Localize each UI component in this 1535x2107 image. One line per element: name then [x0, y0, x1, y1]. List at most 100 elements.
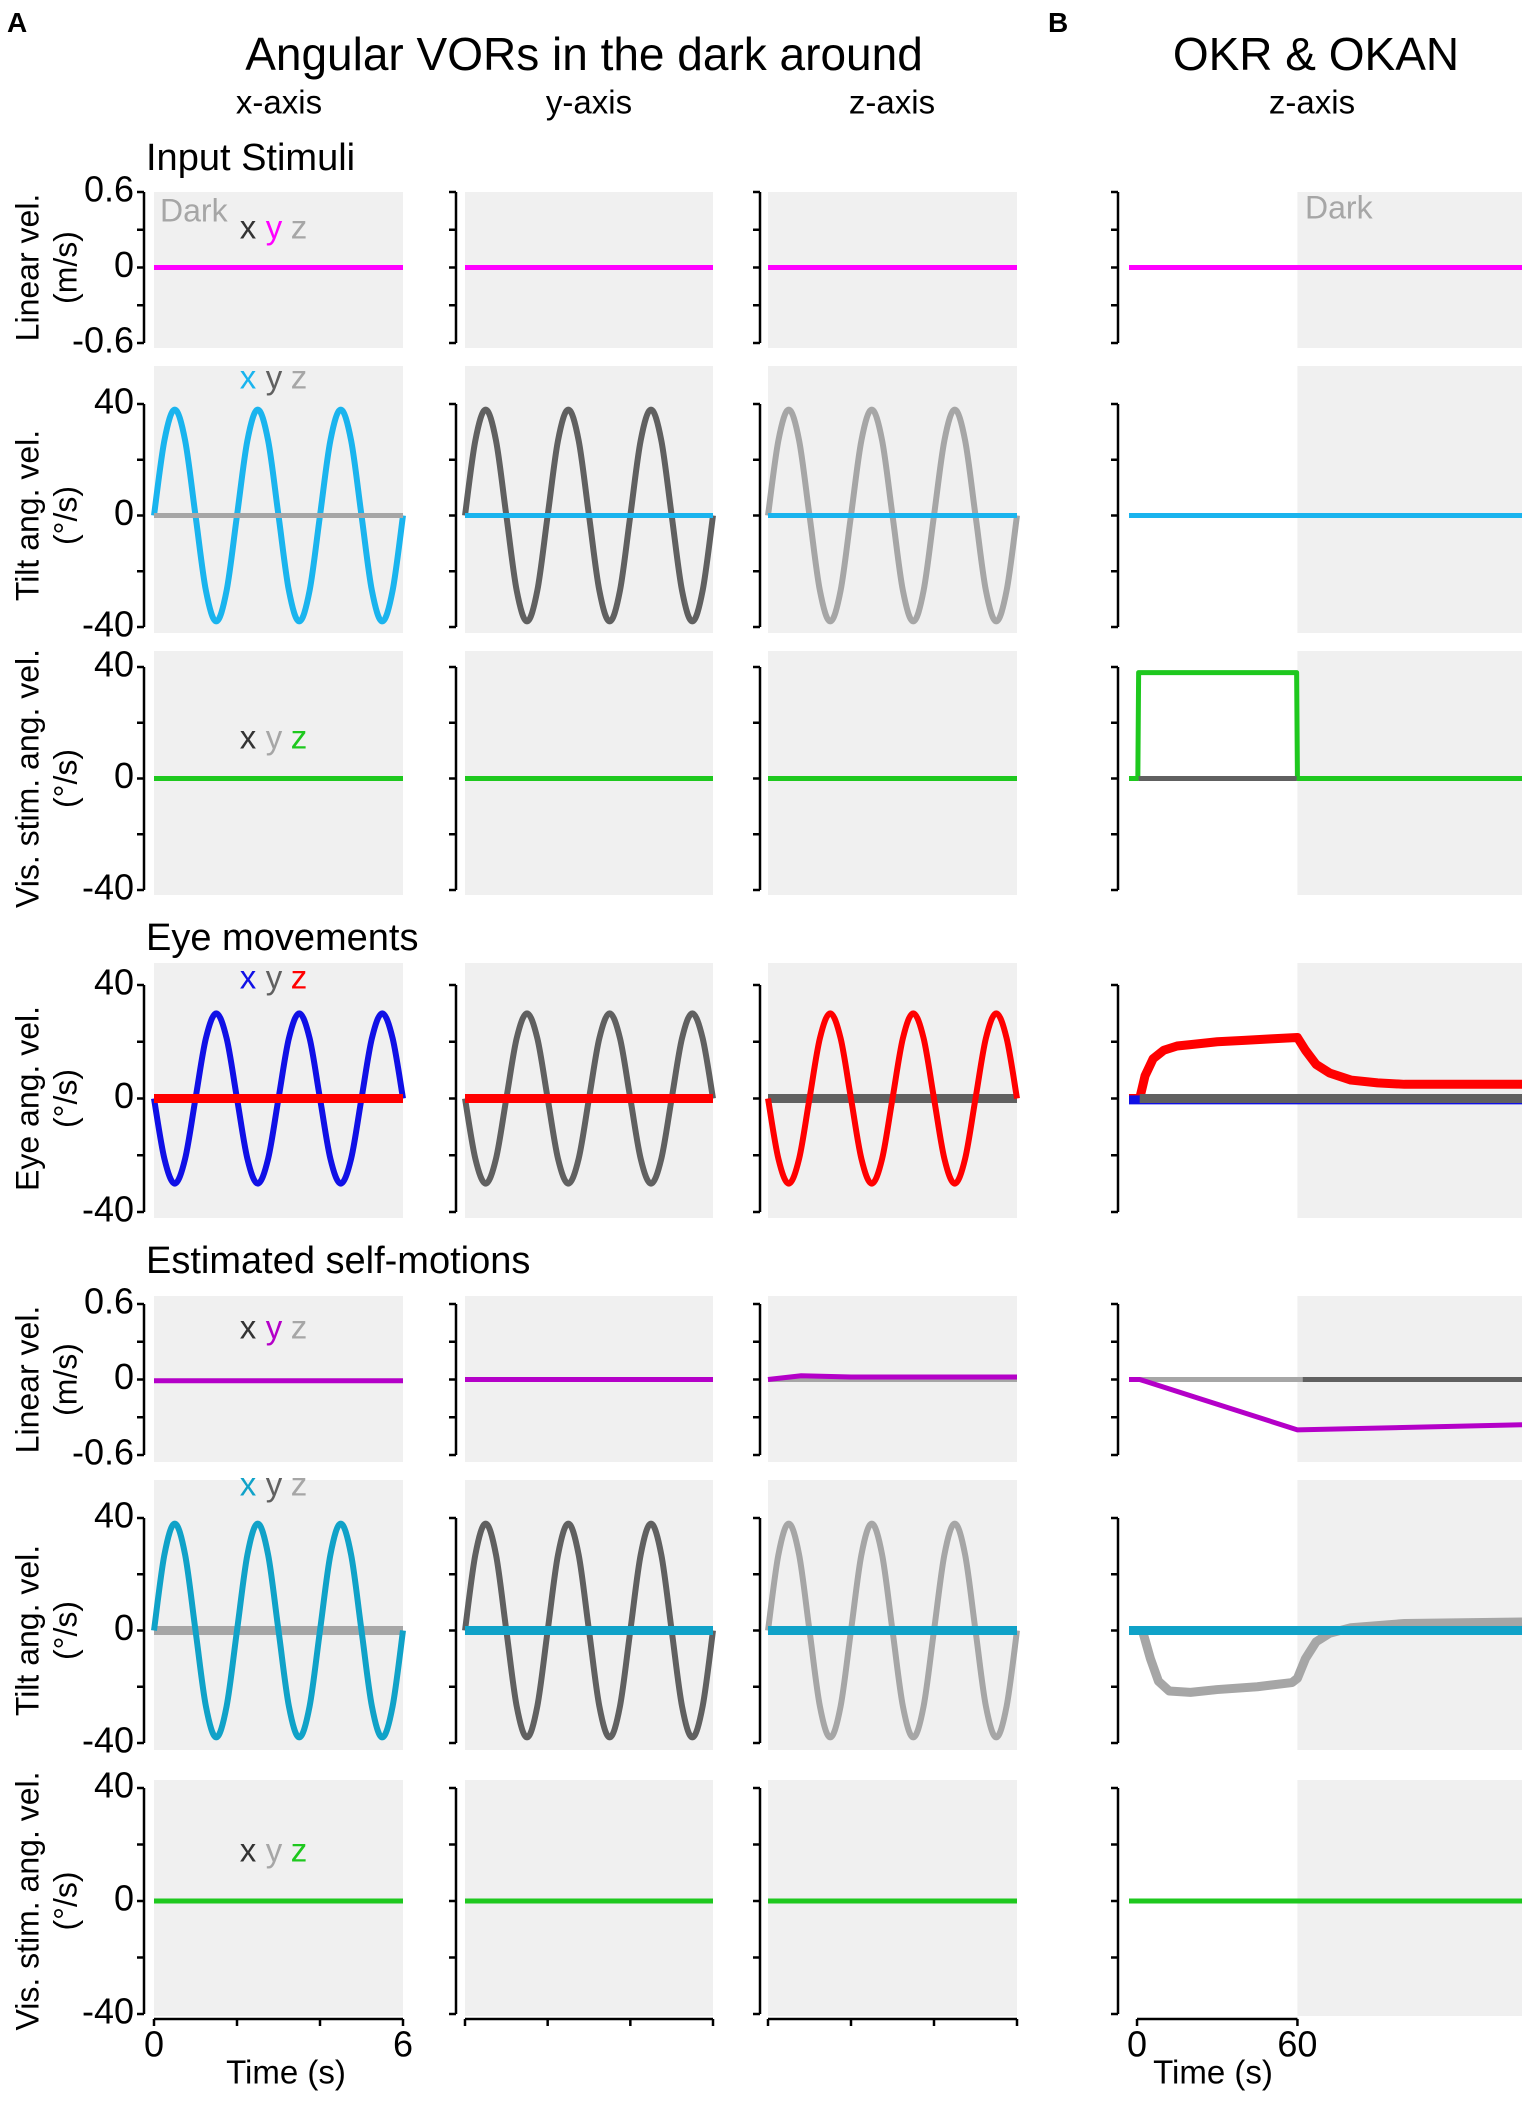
panel-eye-3: [1111, 963, 1522, 1218]
y-axis-label: Linear vel.: [9, 1306, 45, 1454]
series-line-z: [765, 1010, 1020, 1187]
panel-est_tilt-3: [1111, 1480, 1523, 1750]
series-line-x: [151, 1520, 406, 1741]
legend-entry-y: y: [266, 1309, 283, 1346]
panel-est_tilt-0: [137, 1480, 406, 1750]
legend-entry-y: y: [266, 209, 283, 246]
panel-a-title: Angular VORs in the dark around: [245, 28, 923, 80]
y-axis-label: (°/s): [47, 749, 83, 808]
dark-label-a: Dark: [160, 192, 229, 228]
legend-entry-y: y: [266, 719, 283, 756]
series-line-z: [1129, 1032, 1522, 1103]
section-input-stimuli: Input Stimuli: [146, 137, 355, 179]
y-tick-label: 0: [114, 244, 134, 285]
y-axis-label: (m/s): [47, 1343, 83, 1416]
y-tick-label: 0: [114, 492, 134, 533]
panel-est_tilt-2: [753, 1480, 1020, 1750]
legend-entry-y: y: [266, 359, 283, 396]
x-tick-label: 0: [144, 2024, 164, 2065]
panel-eye-0: [137, 963, 406, 1218]
y-tick-label: -40: [82, 604, 134, 645]
legend-entry-z: z: [291, 359, 308, 396]
legend-entry-x: x: [240, 1832, 257, 1869]
y-tick-label: -0.6: [72, 1432, 134, 1473]
y-axis-label: Linear vel.: [9, 194, 45, 342]
legend-entry-y: y: [266, 1832, 283, 1869]
panel-input_tilt-3: [1111, 366, 1522, 633]
row-est_vis: Vis. stim. ang. vel. (°/s)400-400 6 0 60x y z: [9, 1765, 1522, 2065]
panel-input_tilt-2: [753, 366, 1020, 633]
panel-eye-1: [449, 963, 716, 1218]
legend-entry-x: x: [240, 1309, 257, 1346]
y-tick-label: 40: [94, 644, 134, 685]
panel-input_vis-2: [753, 651, 1017, 895]
y-axis-label: Vis. stim. ang. vel.: [9, 1771, 45, 2030]
row-est_linear: Linear vel. (m/s)0.6 0 -0.6 x y z: [9, 1281, 1523, 1473]
legend-entry-x: x: [240, 719, 257, 756]
panel-est_vis-3: 0 60: [1111, 1780, 1522, 2065]
y-tick-label: -40: [82, 1189, 134, 1230]
y-axis-label: (°/s): [47, 486, 83, 545]
y-axis-label: (°/s): [47, 1069, 83, 1128]
panel-input_vis-3: [1111, 651, 1522, 895]
y-axis-label: Vis. stim. ang. vel.: [9, 649, 45, 908]
y-tick-label: 0.6: [84, 1281, 134, 1322]
panel-input_linear-0: [137, 190, 403, 348]
legend-entry-z: z: [291, 209, 308, 246]
y-tick-label: 40: [94, 1495, 134, 1536]
legend-entry-z: z: [291, 1309, 308, 1346]
dark-region-shading: [154, 1780, 403, 2016]
panel-est_linear-2: [753, 1296, 1017, 1462]
y-tick-label: 0: [114, 1878, 134, 1919]
panel-est_vis-1: [449, 1780, 715, 2026]
panel-input_linear-1: [449, 190, 713, 348]
y-tick-label: 0: [114, 1075, 134, 1116]
x-tick-label: 6: [393, 2024, 413, 2065]
column-title-okr-z-axis: z-axis: [1269, 84, 1355, 121]
panel-est_linear-3: [1111, 1296, 1523, 1462]
panel-input_linear-3: [1111, 190, 1522, 348]
dark-region-shading: [465, 1780, 713, 2016]
panel-input_vis-0: [137, 651, 403, 895]
y-axis-label: Tilt ang. vel.: [9, 1545, 45, 1716]
legend-entry-x: x: [240, 209, 257, 246]
dark-region-shading: [465, 651, 713, 895]
column-title-z-axis: z-axis: [849, 84, 935, 121]
y-tick-label: 0: [114, 1356, 134, 1397]
legend-entry-x: x: [240, 359, 257, 396]
series-line-z: [1129, 670, 1522, 781]
panel-input_tilt-0: [137, 366, 406, 633]
legend-entry-y: y: [266, 959, 283, 996]
dark-region-shading: [768, 1780, 1017, 2016]
y-tick-label: 0: [114, 755, 134, 796]
y-tick-label: -40: [82, 1720, 134, 1761]
row-input_linear: Linear vel. (m/s)0.6 0 -0.6 x y z: [9, 169, 1522, 361]
y-tick-label: 40: [94, 962, 134, 1003]
legend-entry-x: x: [240, 959, 257, 996]
y-tick-label: -40: [82, 867, 134, 908]
y-tick-label: 0.6: [84, 169, 134, 210]
row-est_tilt: Tilt ang. vel. (°/s) 40 0 -40 x y z: [9, 1466, 1523, 1761]
legend-entry-y: y: [266, 1466, 283, 1503]
panel-eye-2: [753, 963, 1020, 1218]
section-eye-movements: Eye movements: [146, 917, 418, 959]
panel-input_tilt-1: [449, 366, 716, 633]
panel-a-letter: A: [7, 7, 27, 38]
dark-region-shading: [1297, 366, 1522, 633]
dark-region-shading: [154, 651, 403, 895]
y-axis-label: Eye ang. vel.: [9, 1006, 45, 1191]
y-axis-label: (m/s): [47, 231, 83, 304]
x-tick-label: 0: [1127, 2024, 1147, 2065]
dark-region-shading: [1297, 1780, 1522, 2016]
row-input_tilt: Tilt ang. vel. (°/s) 40 0 -40 x y z: [9, 359, 1522, 645]
column-title-y-axis: y-axis: [546, 84, 632, 121]
panel-est_linear-1: [449, 1296, 713, 1462]
dark-region-shading: [768, 651, 1017, 895]
series-line-y: [1129, 1377, 1523, 1433]
section-estimated-self-motions: Estimated self-motions: [146, 1240, 530, 1282]
y-axis-label: Tilt ang. vel.: [9, 430, 45, 601]
legend-entry-z: z: [291, 1466, 308, 1503]
